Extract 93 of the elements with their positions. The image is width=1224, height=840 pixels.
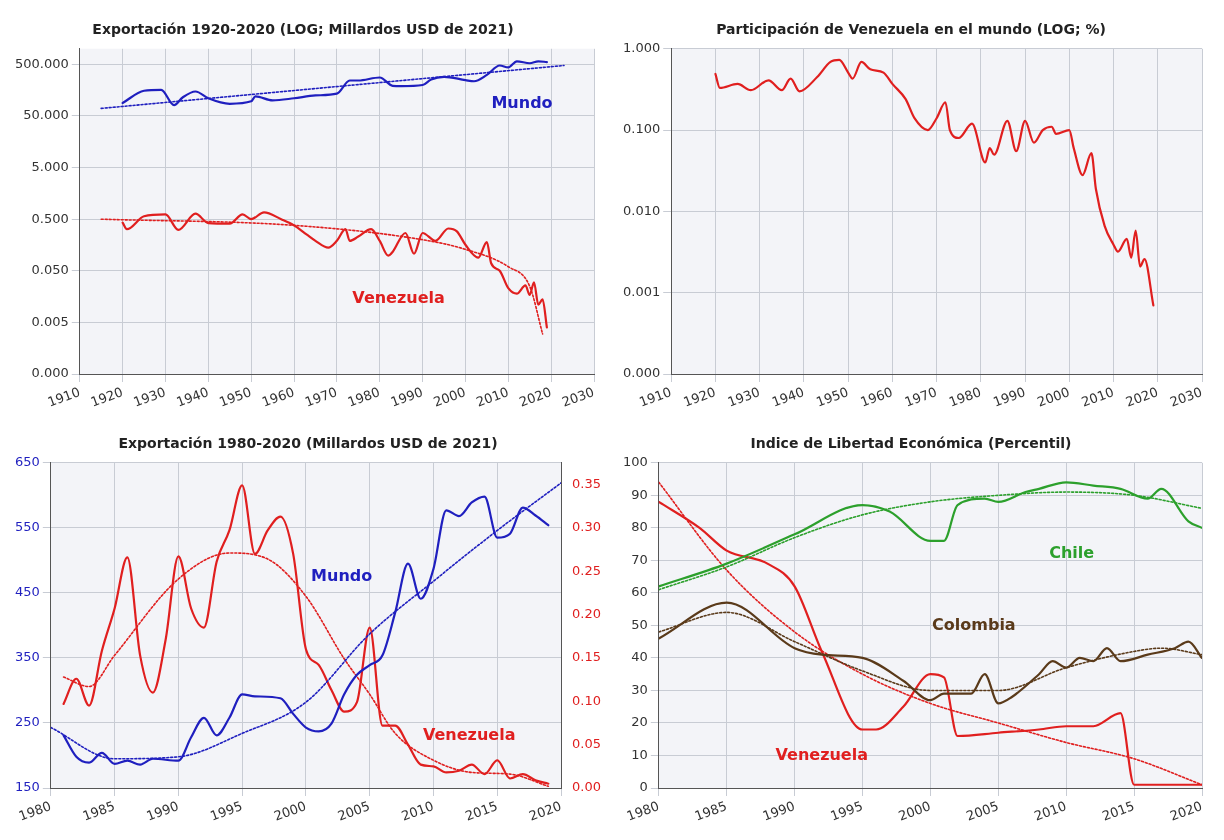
x-tick-label: 1940 — [769, 384, 807, 410]
x-tick-label: 2010 — [1079, 384, 1116, 410]
y-tick-label: 30 — [631, 681, 648, 697]
y-tick-label: 450 — [14, 584, 40, 600]
y-tick-label: 20 — [631, 714, 648, 730]
y-tick-label: 0.500 — [31, 210, 69, 226]
x-tick-label: 2030 — [559, 384, 597, 410]
x-tick-label: 1930 — [131, 384, 168, 410]
y-tick-label: 70 — [631, 551, 648, 567]
y-tick-label: 50.000 — [23, 107, 69, 123]
y2-tick-label: 0.30 — [572, 519, 602, 535]
x-tick-label: 1995 — [208, 798, 245, 824]
x-tick-label: 1930 — [725, 384, 762, 410]
y-tick-label: 10 — [631, 746, 648, 762]
x-tick-label: 1960 — [858, 384, 895, 410]
y-tick-label: 0.050 — [31, 262, 69, 278]
x-tick-label: 1910 — [637, 384, 674, 410]
x-tick-label: 2000 — [271, 798, 309, 824]
x-tick-label: 1980 — [624, 798, 661, 824]
x-tick-label: 2020 — [527, 798, 564, 824]
x-tick-label: 2015 — [1100, 798, 1137, 824]
x-tick-label: 2000 — [1035, 384, 1072, 410]
x-tick-label: 2010 — [399, 798, 436, 824]
text: Colombia — [932, 614, 1016, 634]
y-tick-label: 5.000 — [31, 158, 69, 174]
x-tick-label: 1980 — [345, 384, 382, 410]
x-tick-label: 1980 — [16, 798, 53, 824]
y-tick-label: 0.000 — [31, 365, 69, 381]
y-tick-label: 0.010 — [623, 202, 661, 218]
x-tick-label: 1980 — [946, 384, 984, 410]
y-tick-label: 90 — [631, 486, 648, 502]
y-tick-label: 50 — [631, 616, 648, 632]
chart-title: Participación de Venezuela en el mundo (LOG; %) — [716, 21, 1106, 38]
y2-tick-label: 0.35 — [572, 475, 602, 491]
series-label: Venezuela — [422, 725, 516, 745]
x-tick-label: 2015 — [463, 798, 500, 824]
y-tick-label: 500.000 — [14, 55, 69, 71]
series-label: Mundo — [311, 565, 373, 585]
chart-title: Indice de Libertad Económica (Percentil) — [750, 435, 1072, 452]
y-tick-label: 1.000 — [623, 40, 661, 56]
y-tick-label: 0.001 — [623, 284, 661, 300]
text: Venezuela — [352, 288, 445, 308]
x-tick-label: 1985 — [80, 798, 117, 824]
y-tick-label: 60 — [631, 584, 648, 600]
y-tick-label: 0.005 — [31, 313, 69, 329]
x-tick-label: 2010 — [1032, 798, 1069, 824]
x-tick-label: 2020 — [1123, 384, 1160, 410]
x-tick-label: 1985 — [692, 798, 729, 824]
y-tick-label: 100 — [622, 454, 648, 470]
x-tick-label: 1970 — [902, 384, 939, 410]
x-tick-label: 2005 — [335, 798, 372, 824]
x-tick-label: 1990 — [144, 798, 181, 824]
y2-tick-label: 0.10 — [572, 692, 602, 708]
x-tick-label: 1910 — [45, 384, 82, 410]
y2-tick-label: 0.00 — [572, 779, 602, 795]
x-tick-label: 1940 — [174, 384, 211, 410]
x-tick-label: 2010 — [474, 384, 511, 410]
y-tick-label: 0 — [639, 779, 648, 795]
series-label: Venezuela — [775, 744, 868, 764]
x-tick-label: 2000 — [431, 384, 468, 410]
y-tick-label: 550 — [14, 519, 40, 535]
x-tick-label: 2005 — [964, 798, 1001, 824]
x-tick-label: 1995 — [828, 798, 865, 824]
y-tick-label: 150 — [14, 779, 40, 795]
y2-tick-label: 0.05 — [572, 736, 602, 752]
y-tick-label: 0.000 — [623, 365, 661, 381]
x-tick-label: 1950 — [217, 384, 254, 410]
y-tick-label: 350 — [14, 649, 40, 665]
x-tick-label: 2000 — [896, 798, 933, 824]
x-tick-label: 2020 — [517, 384, 554, 410]
x-tick-label: 1990 — [760, 798, 797, 824]
x-tick-label: 1920 — [88, 384, 125, 410]
y-tick-label: 0.100 — [623, 121, 661, 137]
y-tick-label: 250 — [14, 714, 40, 730]
x-tick-label: 1920 — [681, 384, 718, 410]
y2-tick-label: 0.25 — [572, 562, 602, 578]
y2-tick-label: 0.20 — [572, 605, 602, 621]
y2-tick-label: 0.15 — [572, 649, 602, 665]
x-tick-label: 1970 — [302, 384, 340, 410]
x-tick-label: 1950 — [814, 384, 851, 410]
y-tick-label: 650 — [14, 454, 40, 470]
x-tick-label: 1990 — [991, 384, 1028, 410]
y-tick-label: 40 — [631, 649, 648, 665]
line-series — [714, 58, 1155, 307]
chart-title: Exportación 1920-2020 (LOG; Millardos USD de 2021) — [92, 21, 514, 38]
x-tick-label: 2030 — [1167, 384, 1205, 410]
series-label: Mundo — [491, 93, 553, 113]
x-tick-label: 2020 — [1167, 798, 1205, 824]
x-tick-label: 1960 — [259, 384, 297, 410]
chart-title: Exportación 1980-2020 (Millardos USD de 2021) — [118, 435, 498, 452]
x-tick-label: 1990 — [388, 384, 425, 410]
y-tick-label: 80 — [631, 519, 648, 535]
text: Chile — [1049, 543, 1095, 563]
